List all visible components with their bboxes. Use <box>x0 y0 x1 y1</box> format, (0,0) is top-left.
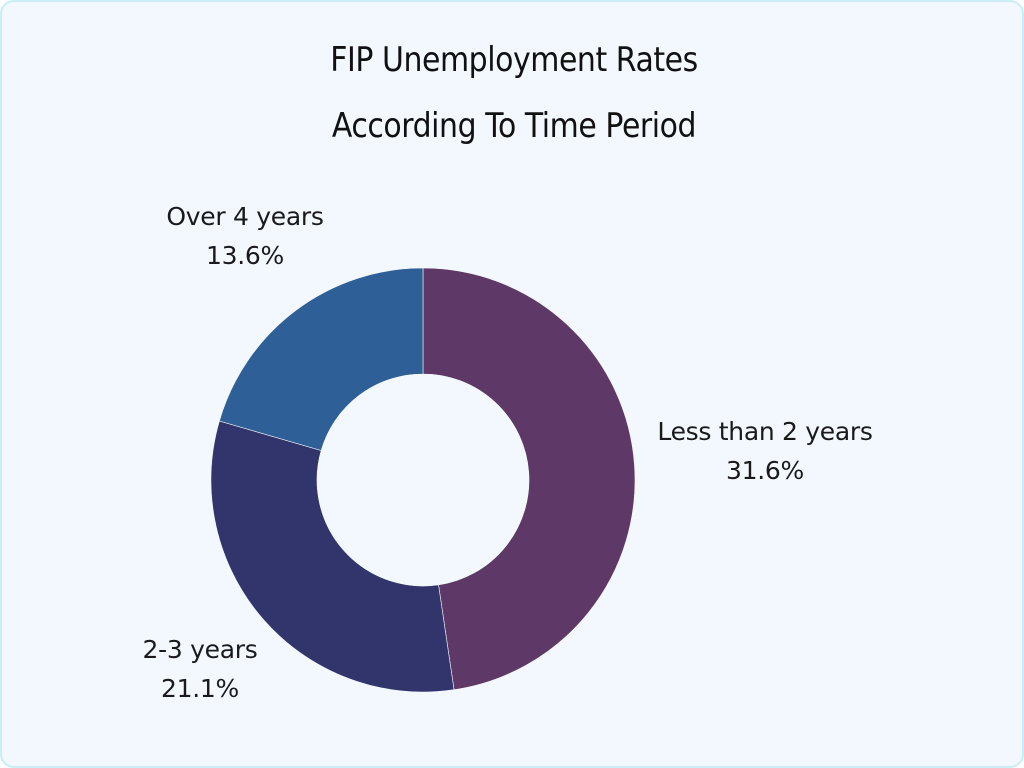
slice-value-label: 21.1% <box>161 674 239 703</box>
donut-hole <box>317 374 529 586</box>
slice-category-label: Less than 2 years <box>657 417 873 446</box>
slice-category-label: Over 4 years <box>166 202 324 231</box>
slice-label-2-3-years: 2-3 years 21.1% <box>110 630 290 708</box>
slice-label-less-than-2-years: Less than 2 years 31.6% <box>630 412 900 490</box>
slice-label-over-4-years: Over 4 years 13.6% <box>135 197 355 275</box>
slice-value-label: 31.6% <box>726 456 804 485</box>
slice-value-label: 13.6% <box>206 241 284 270</box>
chart-title-line-2: According To Time Period <box>331 106 697 146</box>
chart-title-line-1: FIP Unemployment Rates <box>330 40 698 80</box>
slice-category-label: 2-3 years <box>142 635 258 664</box>
